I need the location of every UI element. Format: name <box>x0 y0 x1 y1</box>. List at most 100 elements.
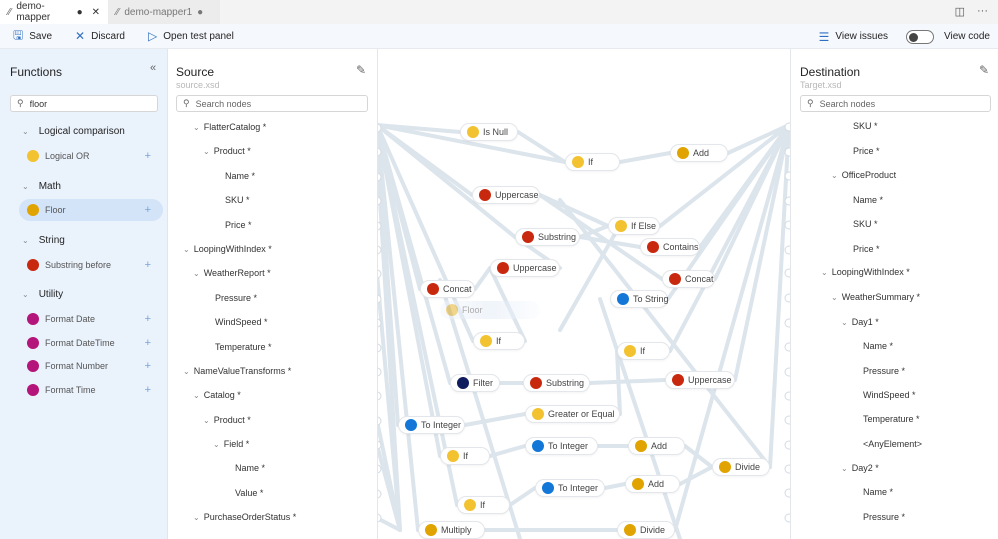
split-editor-icon[interactable]: ◫ <box>954 6 965 18</box>
connection-handle[interactable] <box>378 391 382 401</box>
connection-line[interactable] <box>508 486 537 507</box>
function-node[interactable]: Concat <box>662 270 715 288</box>
chevron-down-icon[interactable]: ⌄ <box>193 269 200 278</box>
schema-node[interactable]: ⌄ OfficeProduct <box>831 170 897 180</box>
connection-line[interactable] <box>488 266 527 343</box>
function-node[interactable]: Add <box>625 475 680 493</box>
add-icon[interactable]: + <box>144 360 151 372</box>
edit-icon[interactable]: ✎ <box>979 63 990 77</box>
schema-node[interactable]: Price * <box>225 220 252 230</box>
connection-line[interactable] <box>768 123 790 469</box>
function-node[interactable]: Filter <box>450 374 500 392</box>
add-icon[interactable]: + <box>144 384 151 396</box>
function-node[interactable]: If <box>617 342 670 360</box>
schema-node[interactable]: <AnyElement> <box>863 439 923 449</box>
schema-node[interactable]: SKU * <box>853 121 878 131</box>
view-code-toggle[interactable] <box>906 29 935 44</box>
more-icon[interactable]: ··· <box>977 5 988 17</box>
function-node[interactable]: Multiply <box>418 521 485 539</box>
connection-handle[interactable] <box>784 513 790 523</box>
schema-node[interactable]: Name * <box>863 487 894 497</box>
add-icon[interactable]: + <box>144 259 151 271</box>
chevron-down-icon[interactable]: ⌄ <box>213 440 220 449</box>
connection-line[interactable] <box>378 123 475 343</box>
function-node[interactable]: To Integer <box>535 479 605 497</box>
function-node[interactable]: Floor <box>440 301 540 319</box>
schema-node[interactable]: ⌄ LoopingWithIndex * <box>821 267 910 277</box>
connection-line[interactable] <box>378 123 452 385</box>
connection-line[interactable] <box>516 130 567 164</box>
schema-node[interactable]: Temperature * <box>215 342 272 352</box>
schema-node[interactable]: Name * <box>225 171 256 181</box>
connection-line[interactable] <box>538 193 610 228</box>
save-button[interactable]: 🖫 Save <box>13 26 52 47</box>
schema-node[interactable]: ⌄ NameValueTransforms * <box>183 366 292 376</box>
function-item[interactable]: Substring before + <box>19 254 163 276</box>
function-node[interactable]: Add <box>670 144 728 162</box>
schema-node[interactable]: Name * <box>235 463 266 473</box>
function-node[interactable]: Uppercase <box>490 259 560 277</box>
connection-handle[interactable] <box>378 367 382 377</box>
connection-handle[interactable] <box>784 220 790 230</box>
chevron-down-icon[interactable]: ⌄ <box>831 293 838 302</box>
schema-node[interactable]: Pressure * <box>863 512 906 522</box>
chevron-down-icon[interactable]: ⌄ <box>841 464 848 473</box>
connection-line[interactable] <box>618 151 672 164</box>
connection-handle[interactable] <box>378 294 382 304</box>
function-item[interactable]: Format Number + <box>19 355 163 377</box>
view-issues-button[interactable]: ☰ View issues <box>818 29 889 44</box>
add-icon[interactable]: + <box>144 150 151 162</box>
add-icon[interactable]: + <box>144 337 151 349</box>
chevron-down-icon[interactable]: ⌄ <box>183 245 190 254</box>
category-header[interactable]: ⌄ Logical comparison <box>22 126 125 137</box>
function-node[interactable]: Divide <box>617 521 675 539</box>
connection-handle[interactable] <box>784 147 790 157</box>
connection-line[interactable] <box>598 297 682 539</box>
connection-handle[interactable] <box>378 172 382 182</box>
connection-handle[interactable] <box>784 464 790 474</box>
function-node[interactable]: Substring <box>523 374 590 392</box>
connection-handle[interactable] <box>378 416 382 426</box>
close-icon[interactable]: ✕ <box>91 6 100 18</box>
connection-handle[interactable] <box>784 318 790 328</box>
schema-node[interactable]: ⌄ Day2 * <box>841 463 879 473</box>
connection-line[interactable] <box>378 123 420 532</box>
function-node[interactable]: If <box>473 332 525 350</box>
connection-line[interactable] <box>438 278 522 539</box>
connection-handle[interactable] <box>784 196 790 206</box>
connection-line[interactable] <box>378 123 567 164</box>
schema-node[interactable]: Name * <box>853 195 884 205</box>
chevron-down-icon[interactable]: ⌄ <box>183 367 190 376</box>
connection-handle[interactable] <box>378 245 382 255</box>
connection-handle[interactable] <box>378 221 382 231</box>
connection-line[interactable] <box>668 123 790 353</box>
connection-handle[interactable] <box>784 171 790 181</box>
function-node[interactable]: Uppercase <box>665 371 735 389</box>
connection-handle[interactable] <box>378 147 382 157</box>
schema-node[interactable]: ⌄ WeatherSummary * <box>831 292 921 302</box>
connection-line[interactable] <box>658 123 790 228</box>
function-node[interactable]: To String <box>610 290 669 308</box>
connection-line[interactable] <box>378 123 517 239</box>
function-node[interactable]: Substring <box>515 228 580 246</box>
connection-line[interactable] <box>378 123 459 507</box>
schema-node[interactable]: ⌄ FlatterCatalog * <box>193 122 267 132</box>
chevron-down-icon[interactable]: ⌄ <box>193 123 200 132</box>
connection-handle[interactable] <box>378 489 382 499</box>
discard-button[interactable]: ✕ Discard <box>75 29 125 43</box>
schema-node[interactable]: ⌄ Product * <box>203 415 251 425</box>
schema-node[interactable]: ⌄ PurchaseOrderStatus * <box>193 512 297 522</box>
connection-line[interactable] <box>378 272 402 532</box>
function-item[interactable]: Floor + <box>19 199 163 221</box>
schema-node[interactable]: Pressure * <box>863 366 906 376</box>
mapping-canvas[interactable]: Is Null If Add Uppercase If Else Substring Con… <box>378 49 790 539</box>
connection-handle[interactable] <box>378 343 382 353</box>
connection-handle[interactable] <box>784 367 790 377</box>
destination-search[interactable]: ⚲ Search nodes <box>800 95 991 112</box>
connection-line[interactable] <box>683 444 714 469</box>
function-node[interactable]: Contains <box>640 238 700 256</box>
schema-node[interactable]: ⌄ Product * <box>203 146 251 156</box>
connection-line[interactable] <box>603 482 627 490</box>
connection-line[interactable] <box>538 193 664 281</box>
connection-handle[interactable] <box>378 513 382 523</box>
